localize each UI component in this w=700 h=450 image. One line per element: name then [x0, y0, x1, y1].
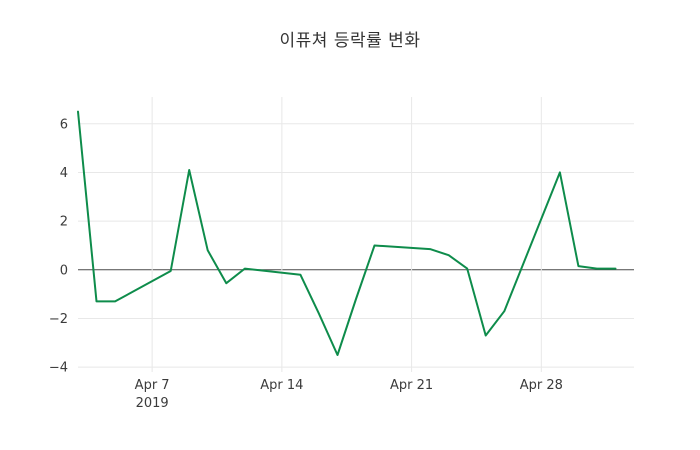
y-tick-label: −2 — [49, 312, 68, 327]
y-tick-label: 4 — [60, 166, 68, 181]
y-tick-label: 0 — [60, 263, 68, 278]
y-tick-label: −4 — [49, 361, 68, 376]
x-tick-sublabel: 2019 — [136, 396, 169, 411]
x-tick-label: Apr 28 — [520, 378, 563, 393]
series-line — [77, 110, 617, 356]
y-tick-label: 2 — [60, 215, 68, 230]
x-tick-label: Apr 14 — [260, 378, 303, 393]
x-tick-label: Apr 21 — [390, 378, 433, 393]
y-tick-label: 6 — [60, 117, 68, 132]
x-tick-label: Apr 7 — [135, 378, 170, 393]
chart-title: 이퓨쳐 등락률 변화 — [279, 31, 421, 51]
